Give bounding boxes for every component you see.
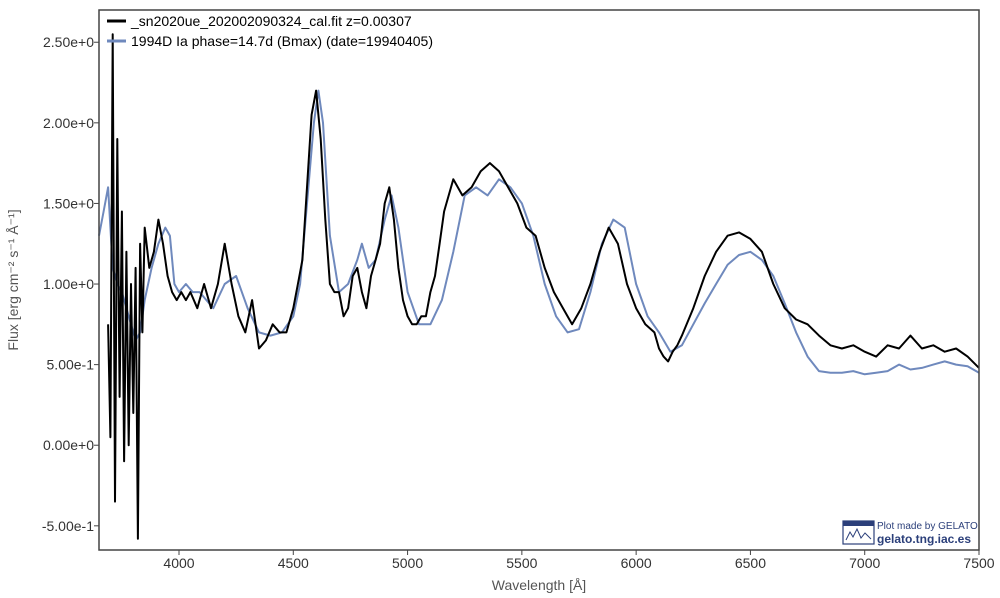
gelato-credit-line1: Plot made by GELATO [877,521,978,532]
y-axis-ticks: -5.00e-1 0.00e+0 5.00e-1 1.00e+0 1.50e+0 2.00… [42,34,99,534]
legend-label-template: 1994D Ia phase=14.7d (Bmax) (date=199404… [131,33,433,49]
x-tick-label: 7000 [849,555,880,571]
y-tick-label: -5.00e-1 [42,518,94,534]
y-tick-label: 1.50e+0 [43,195,94,211]
y-tick-label: 0.00e+0 [43,437,94,453]
series-line-template [98,89,980,376]
gelato-credit-line2: gelato.tng.iac.es [877,532,971,546]
x-tick-label: 5000 [392,555,423,571]
legend: _sn2020ue_202002090324_cal.fit z=0.00307… [107,13,433,49]
x-tick-label: 5500 [506,555,537,571]
x-tick-label: 6000 [621,555,652,571]
x-tick-label: 4500 [278,555,309,571]
y-tick-label: 2.50e+0 [43,34,94,50]
y-axis-label: Flux [erg cm⁻² s⁻¹ Å⁻¹] [5,209,21,350]
gelato-logo-wave [845,527,872,541]
series-layer [98,33,980,540]
legend-label-observed: _sn2020ue_202002090324_cal.fit z=0.00307 [130,13,412,29]
plot-frame [98,9,980,551]
plot-background [99,10,979,550]
x-axis-ticks: 4000 4500 5000 5500 6000 6500 7000 7500 [163,550,995,571]
y-tick-label: 2.00e+0 [43,115,94,131]
x-tick-label: 4000 [163,555,194,571]
gelato-credit: Plot made by GELATO gelato.tng.iac.es [842,520,978,546]
x-tick-label: 7500 [963,555,994,571]
series-line-observed [107,33,980,540]
x-axis-label: Wavelength [Å] [492,577,586,593]
gelato-logo-band [843,521,874,526]
y-tick-label: 1.00e+0 [43,276,94,292]
x-tick-label: 6500 [735,555,766,571]
y-tick-label: 5.00e-1 [47,357,95,373]
